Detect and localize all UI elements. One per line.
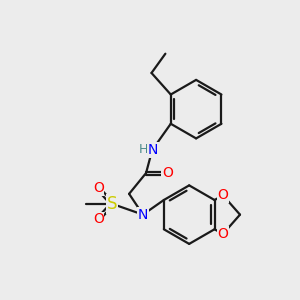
Text: O: O <box>93 182 104 196</box>
Text: N: N <box>148 143 158 157</box>
Text: N: N <box>138 208 148 222</box>
Text: O: O <box>218 188 229 203</box>
Text: H: H <box>139 143 148 156</box>
Text: O: O <box>93 212 104 226</box>
Text: O: O <box>218 227 229 241</box>
Text: O: O <box>162 166 173 180</box>
Text: S: S <box>107 195 117 213</box>
